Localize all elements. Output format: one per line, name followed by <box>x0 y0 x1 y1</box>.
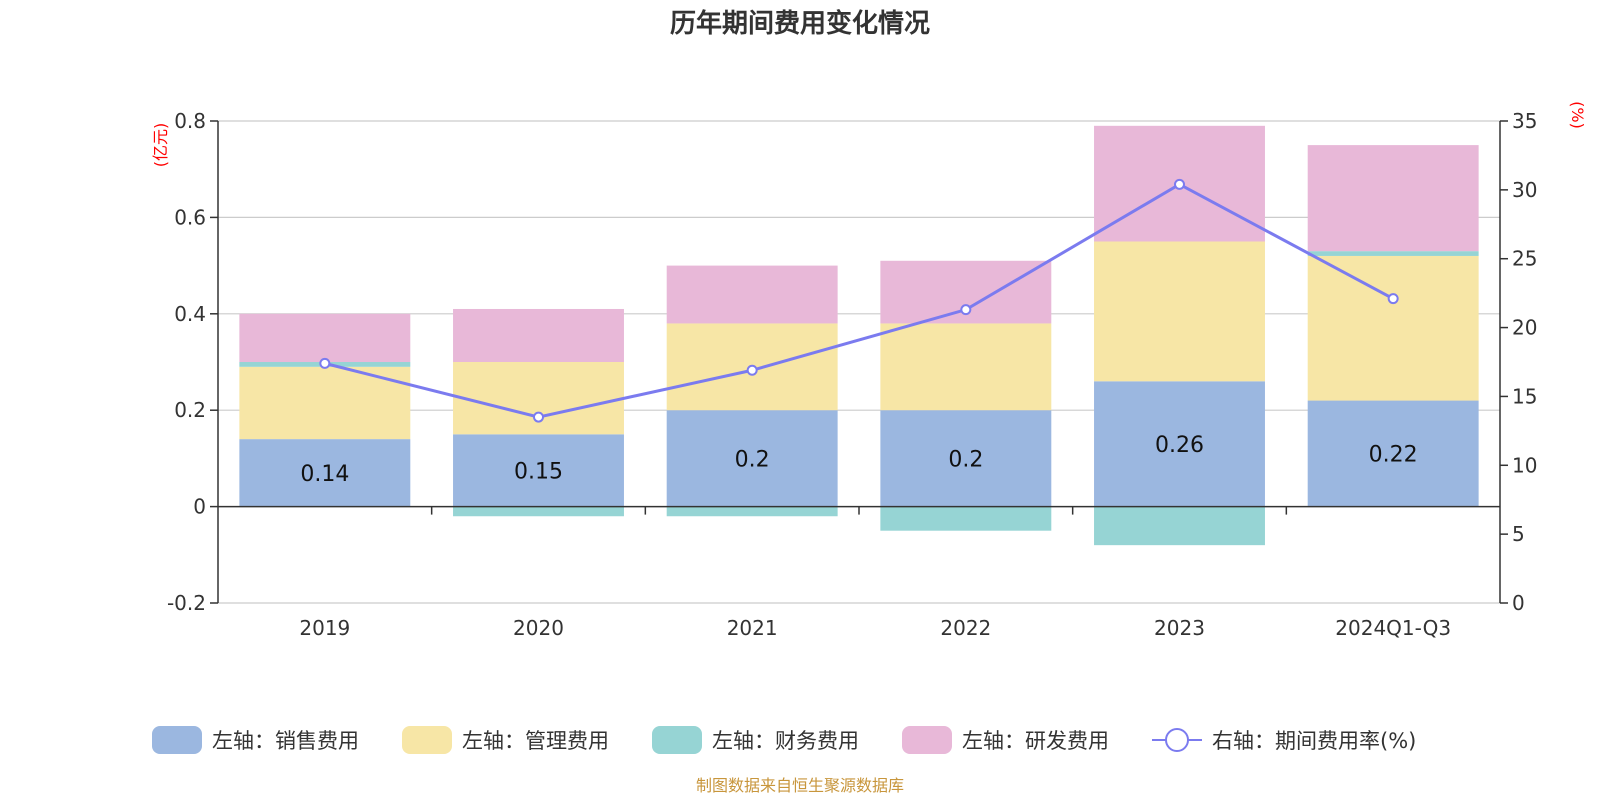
legend-label: 左轴：销售费用 <box>212 729 359 753</box>
bar-segment <box>880 323 1052 411</box>
right-tick-label: 25 <box>1512 247 1537 271</box>
category-label: 2024Q1-Q3 <box>1335 616 1451 640</box>
left-tick-label: 0.6 <box>174 205 206 229</box>
rate-point <box>319 357 331 369</box>
legend-label: 左轴：管理费用 <box>462 729 609 753</box>
rate-point <box>960 304 972 316</box>
rate-point <box>1387 293 1399 305</box>
data-label: 0.15 <box>514 459 563 484</box>
data-label: 0.22 <box>1369 443 1418 468</box>
data-labels: 0.14 0.15 0.2 0.2 0.26 0.22 <box>300 433 1417 487</box>
left-axis-unit: (亿元) <box>151 123 170 168</box>
bar-segment <box>1307 251 1479 256</box>
rate-line <box>324 182 1394 419</box>
rate-point <box>1174 178 1185 190</box>
rate-point <box>533 411 544 423</box>
legend-label: 左轴：财务费用 <box>712 729 859 753</box>
legend-swatch <box>902 726 952 754</box>
right-tick-label: 35 <box>1512 109 1537 133</box>
bar-segment <box>1094 506 1265 546</box>
data-label: 0.14 <box>300 462 349 487</box>
rate-point <box>746 364 758 376</box>
category-label: 2023 <box>1154 616 1205 640</box>
left-tick-label: 0.2 <box>174 398 206 422</box>
legend-swatch <box>402 726 452 754</box>
bar-segment <box>453 506 624 517</box>
right-tick-label: 15 <box>1512 384 1537 408</box>
chart-title: 历年期间费用变化情况 <box>670 8 930 39</box>
left-tick-label: -0.2 <box>167 591 206 615</box>
right-tick-label: 0 <box>1512 591 1525 615</box>
right-axis-unit: (%) <box>1568 101 1587 129</box>
legend-swatch <box>152 726 202 754</box>
legend-swatch <box>652 726 702 754</box>
bar-segment <box>1307 255 1479 401</box>
left-tick-label: 0 <box>193 495 206 519</box>
category-label: 2021 <box>727 616 778 640</box>
category-label: 2020 <box>513 616 564 640</box>
right-tick-label: 5 <box>1512 522 1525 546</box>
bar-segment <box>666 506 838 517</box>
rate-line-series <box>319 178 1399 423</box>
data-label: 0.2 <box>735 447 770 472</box>
right-tick-label: 20 <box>1512 316 1537 340</box>
legend-label: 右轴：期间费用率(%) <box>1212 729 1416 753</box>
bar-segment <box>880 506 1052 531</box>
bar-segment <box>453 362 624 435</box>
category-label: 2022 <box>940 616 991 640</box>
bar-segment <box>880 410 1052 507</box>
gridlines <box>218 120 1500 604</box>
data-label: 0.2 <box>948 447 983 472</box>
bar-segment <box>1094 241 1265 382</box>
bar-segment <box>666 410 838 507</box>
bar-segment <box>453 434 624 507</box>
left-tick-label: 0.8 <box>174 109 206 133</box>
legend-marker <box>1165 728 1189 752</box>
bar-segment <box>1094 381 1265 507</box>
legend-label: 左轴：研发费用 <box>962 729 1109 753</box>
data-label: 0.26 <box>1155 433 1204 458</box>
left-tick-label: 0.4 <box>174 302 206 326</box>
bar-segment <box>239 313 411 362</box>
category-label: 2019 <box>299 616 350 640</box>
axes: -0.2 0 0.2 0.4 0.6 0.8 0 5 10 15 20 25 30 35 2019 2020 2… <box>167 109 1537 640</box>
source-note: 制图数据来自恒生聚源数据库 <box>696 776 904 795</box>
right-tick-label: 30 <box>1512 178 1537 202</box>
legend: 左轴：销售费用 左轴：管理费用 左轴：财务费用 左轴：研发费用 右轴：期间费用率(%) <box>152 726 1416 754</box>
bar-segment <box>453 308 624 362</box>
right-tick-label: 10 <box>1512 453 1537 477</box>
bar-segment <box>1307 400 1479 507</box>
bar-segment <box>666 265 838 324</box>
bar-series <box>239 125 1479 546</box>
bar-segment <box>239 439 411 507</box>
bar-segment <box>1307 145 1479 252</box>
